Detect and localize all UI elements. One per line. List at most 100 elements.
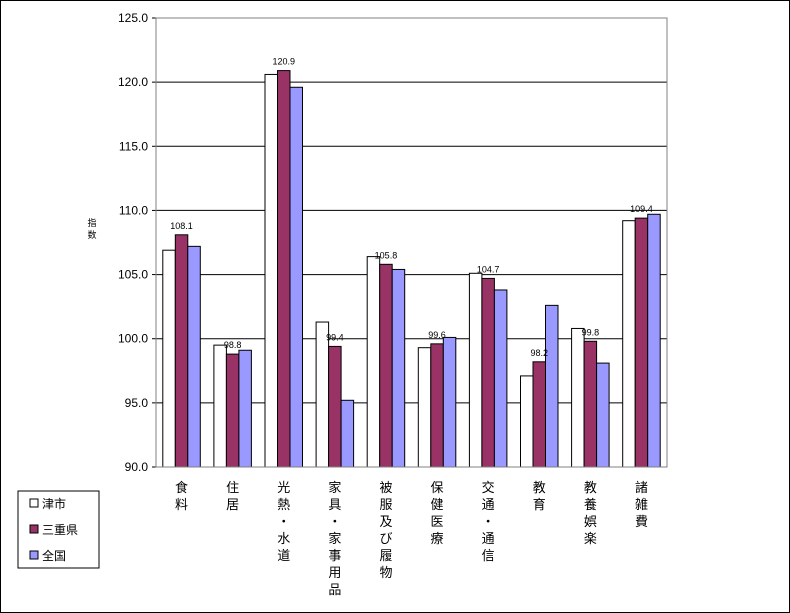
bar <box>238 349 252 468</box>
bar <box>468 272 483 468</box>
bar <box>430 343 444 468</box>
category-label-char: 楽 <box>584 531 597 547</box>
y-tick-label: 115.0 <box>119 139 148 153</box>
plot-border <box>155 17 668 468</box>
data-label: 120.9 <box>272 57 295 67</box>
category-label-char: び <box>379 532 392 547</box>
category-label-char: 及 <box>379 515 392 530</box>
bar <box>379 263 393 468</box>
y-tick-label: 105.0 <box>118 268 148 282</box>
y-tick-label: 90.0 <box>125 460 149 474</box>
bar <box>532 361 546 468</box>
category-label-char: 食 <box>175 480 188 496</box>
data-label: 104.7 <box>477 264 500 274</box>
data-labels: 108.1 98.8 120.9 99.4 105.8 99.6 104.7 98.2 99.8… <box>170 57 652 358</box>
category-label-char: 熱 <box>277 498 290 513</box>
legend-label: 津市 <box>42 496 66 511</box>
category-label-char: 家 <box>328 531 341 547</box>
bar <box>328 345 342 468</box>
y-tick-label: 120.0 <box>118 75 148 89</box>
y-axis-label-char: 数 <box>87 229 96 241</box>
category-label-char: 具 <box>328 498 341 513</box>
category-label-char: ・ <box>328 515 341 530</box>
category-label-char: 雑 <box>635 497 648 513</box>
data-label: 105.8 <box>375 250 398 260</box>
category-label-char: 被 <box>379 481 392 496</box>
category-label-char: 通 <box>482 498 495 513</box>
category-label-char: 光 <box>277 481 290 496</box>
y-axis-label-char: 指 <box>87 217 96 229</box>
data-label: 109.4 <box>630 204 653 214</box>
data-label: 99.6 <box>428 330 446 340</box>
data-label: 108.1 <box>170 221 193 231</box>
category-label-char: 育 <box>533 497 546 513</box>
bar <box>583 340 598 468</box>
category-label-char: 用 <box>328 566 341 581</box>
category-label-char: 費 <box>635 515 648 530</box>
category-label-char: 料 <box>175 498 188 513</box>
bar <box>174 234 189 468</box>
bar <box>277 70 291 468</box>
category-label-char: 教 <box>584 480 597 496</box>
category-label-char: 保 <box>431 481 444 496</box>
category-label-char: 水 <box>277 532 290 547</box>
y-axis-label: 指 数 <box>87 217 96 241</box>
category-label-char: 交 <box>482 480 495 496</box>
data-label: 99.8 <box>582 327 600 337</box>
legend-swatch <box>29 524 39 534</box>
bar <box>596 362 610 468</box>
bar <box>391 268 406 468</box>
bar <box>213 344 227 468</box>
bar <box>162 249 176 468</box>
category-label-char: 養 <box>584 497 597 513</box>
bar <box>571 327 585 468</box>
bar <box>225 353 240 468</box>
bar <box>481 277 495 468</box>
bar <box>264 73 278 468</box>
legend-swatch <box>29 550 39 560</box>
category-label-char: 履 <box>379 549 392 564</box>
category-label-char: 健 <box>431 498 444 513</box>
bar <box>520 375 534 468</box>
legend-swatch <box>29 498 39 508</box>
y-axis-ticks: 90.0 95.0 100.0 105.0 110.0 115.0 120.0 125.0 <box>118 11 156 474</box>
bar <box>187 245 201 468</box>
category-label-char: 諸 <box>635 480 648 496</box>
bar <box>289 86 303 468</box>
category-label-char: 物 <box>379 566 392 581</box>
bar <box>442 336 457 468</box>
bar <box>647 213 661 468</box>
bar <box>493 289 508 468</box>
bar <box>340 399 355 468</box>
category-label-char: 療 <box>431 532 444 547</box>
category-label-char: 家 <box>328 480 341 496</box>
data-label: 99.4 <box>326 332 344 342</box>
data-label: 98.2 <box>530 348 548 358</box>
bar <box>622 220 636 468</box>
bars <box>162 70 661 468</box>
category-label-char: 事 <box>328 549 341 564</box>
y-tick-label: 125.0 <box>118 11 148 25</box>
category-label-char: ・ <box>277 515 290 530</box>
category-label-char: 娯 <box>584 515 597 530</box>
category-label-char: 住 <box>226 481 239 496</box>
category-label-char: 医 <box>431 515 444 530</box>
bar <box>315 321 330 468</box>
category-label-char: ・ <box>482 515 495 530</box>
data-label: 98.8 <box>224 340 242 350</box>
bar <box>545 304 559 468</box>
category-label-char: 服 <box>379 498 392 513</box>
category-label-char: 教 <box>533 480 546 496</box>
y-tick-label: 95.0 <box>125 396 149 410</box>
legend-label: 全国 <box>42 548 66 563</box>
y-tick-label: 110.0 <box>119 203 148 217</box>
bar <box>366 256 381 468</box>
category-label-char: 通 <box>482 532 495 547</box>
bar <box>634 217 649 468</box>
y-tick-label: 100.0 <box>118 332 148 346</box>
category-label-char: 信 <box>482 549 495 564</box>
category-label-char: 居 <box>226 498 239 513</box>
